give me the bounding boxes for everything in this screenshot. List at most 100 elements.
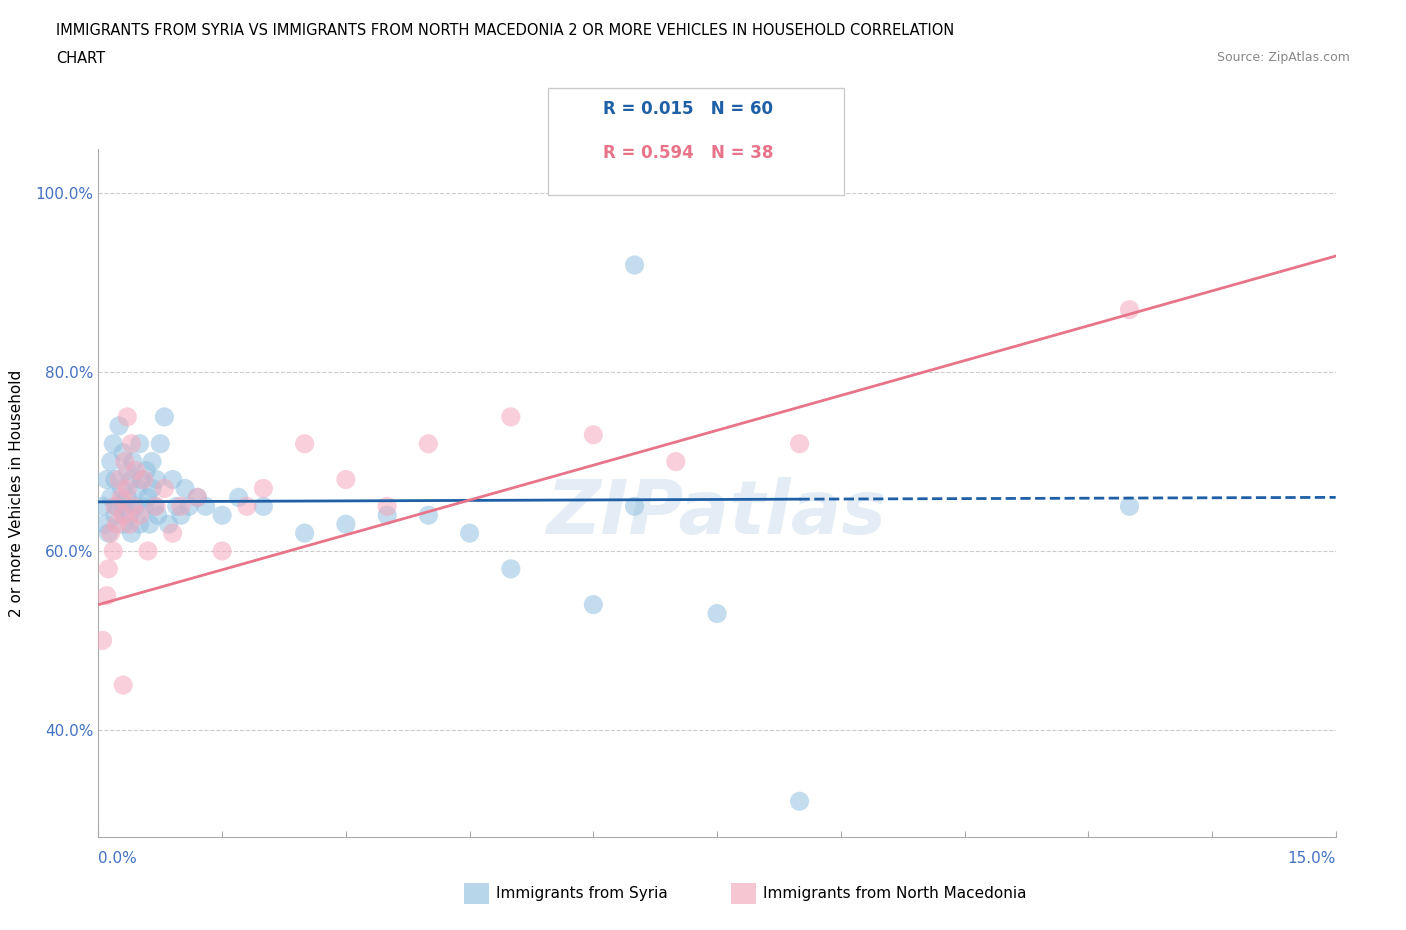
Point <box>252 481 274 496</box>
Point <box>122 454 145 469</box>
Point <box>582 597 605 612</box>
Point <box>114 498 136 513</box>
Point <box>789 794 811 809</box>
Point <box>104 472 127 487</box>
Point <box>110 490 132 505</box>
Point <box>120 436 142 451</box>
Point <box>141 454 163 469</box>
Point <box>236 498 259 513</box>
Point <box>132 472 155 487</box>
Point <box>179 498 201 513</box>
Text: ZIPatlas: ZIPatlas <box>547 477 887 550</box>
Point <box>100 525 122 540</box>
Point <box>108 472 131 487</box>
Point <box>665 454 688 469</box>
Point <box>117 409 139 424</box>
Point <box>418 436 440 451</box>
Point <box>149 436 172 451</box>
Text: 0.0%: 0.0% <box>98 851 138 866</box>
Point <box>122 498 145 513</box>
Point <box>170 498 193 513</box>
Point <box>458 525 481 540</box>
Point <box>623 258 645 272</box>
Point <box>118 508 141 523</box>
Point <box>112 517 135 532</box>
Point <box>335 517 357 532</box>
Y-axis label: 2 or more Vehicles in Household: 2 or more Vehicles in Household <box>10 369 24 617</box>
Point <box>375 498 398 513</box>
Text: Immigrants from Syria: Immigrants from Syria <box>496 886 668 901</box>
Point <box>135 463 157 478</box>
Point <box>114 454 136 469</box>
Point <box>136 490 159 505</box>
Point <box>136 543 159 558</box>
Point <box>104 508 127 523</box>
Point <box>127 481 149 496</box>
Point <box>157 517 180 532</box>
Point <box>100 454 122 469</box>
Point <box>294 525 316 540</box>
Point <box>252 498 274 513</box>
Point <box>110 481 132 496</box>
Point <box>124 498 146 513</box>
Point <box>94 517 117 532</box>
Point <box>97 562 120 577</box>
Point <box>104 498 127 513</box>
Point <box>117 481 139 496</box>
Point <box>706 606 728 621</box>
Point <box>118 517 141 532</box>
Point <box>153 481 176 496</box>
Point <box>143 498 166 513</box>
Point <box>117 463 139 478</box>
Text: IMMIGRANTS FROM SYRIA VS IMMIGRANTS FROM NORTH MACEDONIA 2 OR MORE VEHICLES IN H: IMMIGRANTS FROM SYRIA VS IMMIGRANTS FROM… <box>56 23 955 38</box>
Point <box>211 508 233 523</box>
Point <box>162 472 184 487</box>
Point <box>375 508 398 523</box>
Point <box>145 472 167 487</box>
Point <box>124 463 146 478</box>
Text: R = 0.594   N = 38: R = 0.594 N = 38 <box>603 144 773 162</box>
Point <box>335 472 357 487</box>
Point <box>194 498 217 513</box>
Point <box>108 418 131 433</box>
Text: Source: ZipAtlas.com: Source: ZipAtlas.com <box>1216 51 1350 64</box>
Point <box>120 472 142 487</box>
Point <box>128 508 150 523</box>
Text: CHART: CHART <box>56 51 105 66</box>
Point <box>141 481 163 496</box>
Point <box>105 517 128 532</box>
Point <box>105 498 128 513</box>
Point <box>91 633 114 648</box>
Point <box>228 490 250 505</box>
Point <box>96 472 118 487</box>
Text: 15.0%: 15.0% <box>1288 851 1336 866</box>
Point <box>131 472 153 487</box>
Point <box>166 498 188 513</box>
Point <box>112 508 135 523</box>
Point <box>186 490 208 505</box>
Point <box>499 562 522 577</box>
Point <box>97 525 120 540</box>
Point <box>294 436 316 451</box>
Point <box>117 490 139 505</box>
Point <box>153 409 176 424</box>
Point <box>103 436 125 451</box>
Point <box>120 525 142 540</box>
Point <box>112 445 135 460</box>
Point <box>186 490 208 505</box>
Point <box>145 498 167 513</box>
Point <box>1118 498 1140 513</box>
Point <box>146 508 169 523</box>
Point <box>112 678 135 693</box>
Point <box>162 525 184 540</box>
Point <box>138 517 160 532</box>
Point <box>499 409 522 424</box>
Point <box>170 508 193 523</box>
Point <box>91 498 114 513</box>
Point <box>174 481 197 496</box>
Point <box>128 517 150 532</box>
Point <box>1118 302 1140 317</box>
Point <box>789 436 811 451</box>
Point <box>103 543 125 558</box>
Point <box>211 543 233 558</box>
